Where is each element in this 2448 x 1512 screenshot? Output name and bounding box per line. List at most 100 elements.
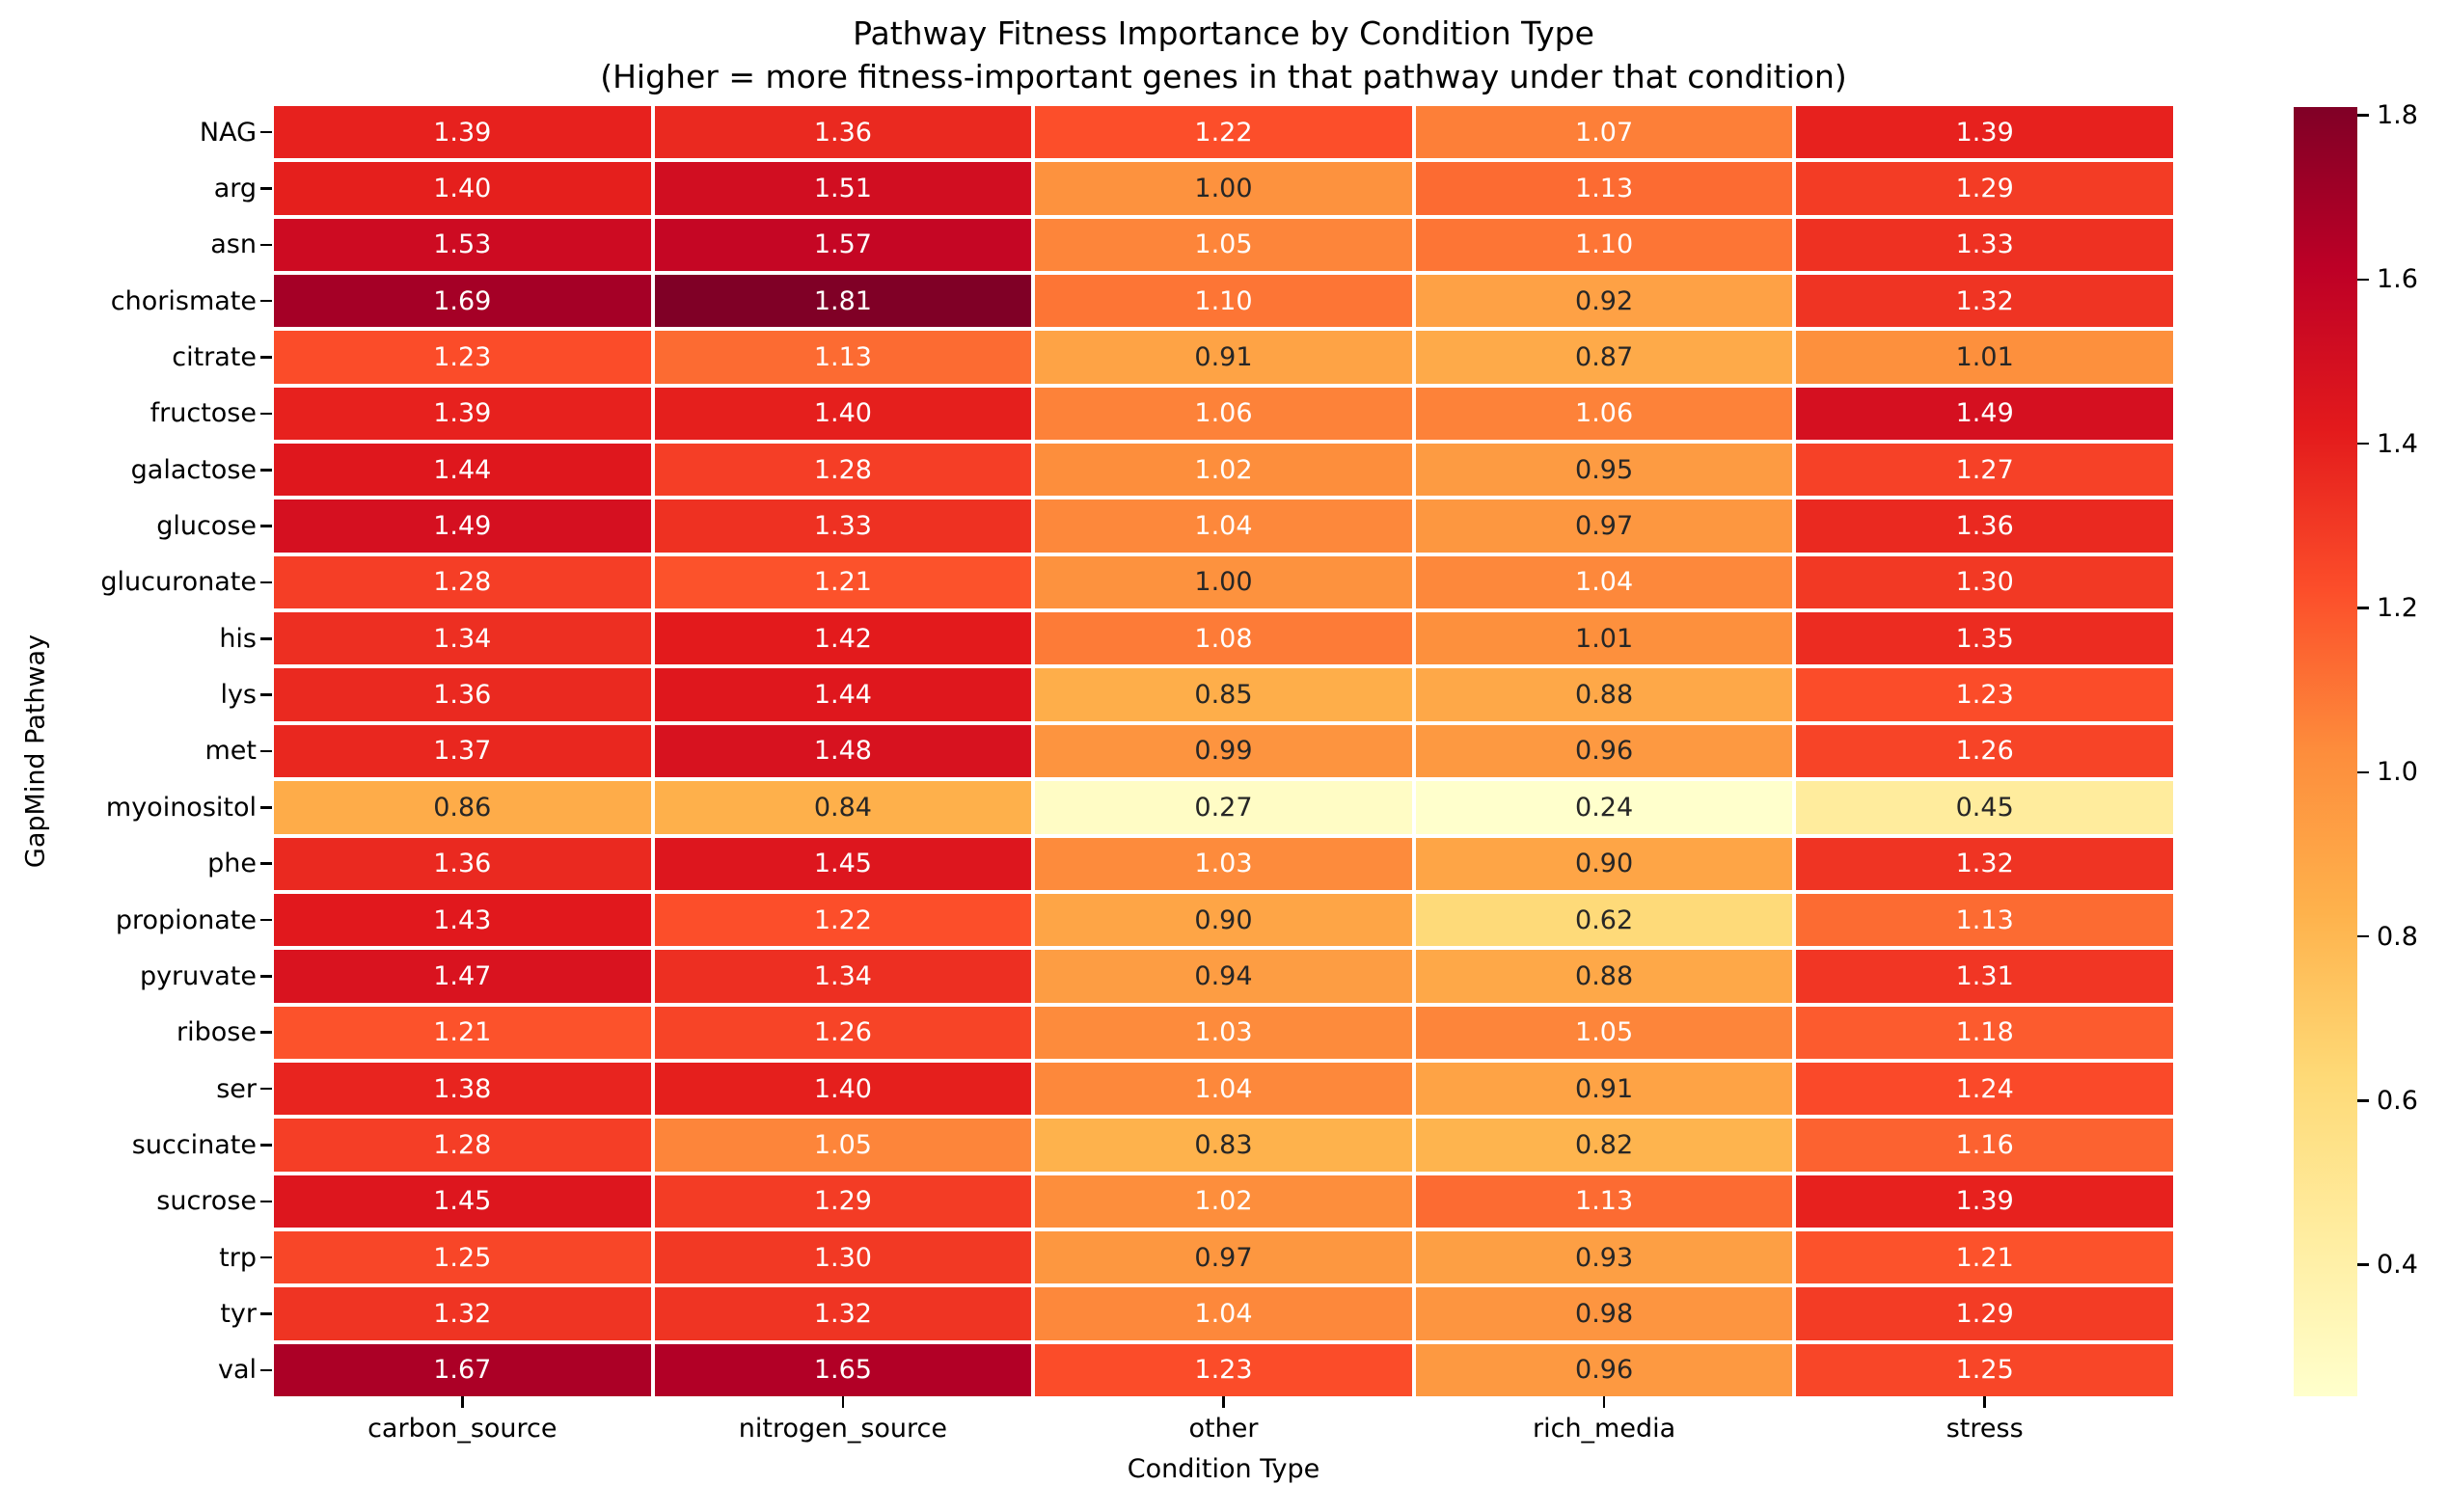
heatmap-cell-value: 1.43 bbox=[433, 904, 492, 935]
heatmap-cell-pyruvate-other: 0.94 bbox=[1035, 950, 1412, 1003]
colorbar-gradient bbox=[2294, 107, 2357, 1396]
heatmap-cell-value: 1.40 bbox=[813, 398, 872, 429]
heatmap-cell-fructose-carbon_source: 1.39 bbox=[274, 387, 651, 441]
y-tick-label-trp: trp bbox=[219, 1242, 257, 1273]
heatmap-cell-glucose-carbon_source: 1.49 bbox=[274, 500, 651, 553]
heatmap-cell-chorismate-carbon_source: 1.69 bbox=[274, 275, 651, 328]
heatmap-cell-value: 1.08 bbox=[1194, 623, 1253, 654]
heatmap-cell-value: 1.32 bbox=[1955, 285, 2014, 316]
y-tick-mark bbox=[260, 299, 272, 303]
heatmap-cell-tyr-nitrogen_source: 1.32 bbox=[654, 1287, 1032, 1340]
heatmap-cell-lys-nitrogen_source: 1.44 bbox=[654, 668, 1032, 721]
colorbar-tick-label: 1.0 bbox=[2377, 757, 2418, 788]
heatmap-cell-value: 1.05 bbox=[813, 1129, 872, 1160]
heatmap-cell-trp-nitrogen_source: 1.30 bbox=[654, 1230, 1032, 1284]
x-axis-title: Condition Type bbox=[1127, 1454, 1320, 1484]
heatmap-cell-glucose-other: 1.04 bbox=[1035, 500, 1412, 553]
heatmap-cell-value: 1.39 bbox=[1955, 1186, 2014, 1217]
y-tick-mark bbox=[260, 243, 272, 247]
heatmap-cell-value: 1.25 bbox=[1955, 1355, 2014, 1386]
y-tick-label-met: met bbox=[204, 736, 258, 767]
heatmap-cell-value: 1.26 bbox=[1955, 736, 2014, 767]
colorbar-tick-label: 1.8 bbox=[2377, 100, 2418, 131]
heatmap-cell-value: 1.05 bbox=[1575, 1017, 1634, 1048]
colorbar-tick-mark bbox=[2357, 607, 2369, 609]
heatmap-cell-his-rich_media: 1.01 bbox=[1415, 612, 1793, 665]
y-tick-label-succinate: succinate bbox=[131, 1129, 257, 1160]
heatmap-cell-value: 1.13 bbox=[1955, 904, 2014, 935]
heatmap-cell-lys-rich_media: 0.88 bbox=[1415, 668, 1793, 721]
heatmap-cell-value: 1.51 bbox=[813, 174, 872, 204]
x-tick-label-rich_media: rich_media bbox=[1533, 1413, 1676, 1444]
heatmap-cell-value: 0.90 bbox=[1575, 849, 1634, 879]
heatmap-cell-value: 1.44 bbox=[433, 454, 492, 485]
heatmap-cell-value: 0.99 bbox=[1194, 736, 1253, 767]
heatmap-cell-value: 1.44 bbox=[813, 680, 872, 711]
heatmap-cell-value: 1.28 bbox=[433, 1129, 492, 1160]
heatmap-cell-value: 0.91 bbox=[1575, 1073, 1634, 1104]
heatmap-cell-lys-stress: 1.23 bbox=[1796, 668, 2173, 721]
y-tick-label-glucose: glucose bbox=[156, 511, 257, 542]
heatmap-cell-value: 1.29 bbox=[1955, 1298, 2014, 1329]
heatmap-cell-value: 1.37 bbox=[433, 736, 492, 767]
heatmap-cell-value: 0.90 bbox=[1194, 904, 1253, 935]
heatmap-cell-value: 1.24 bbox=[1955, 1073, 2014, 1104]
y-tick-label-ribose: ribose bbox=[177, 1017, 257, 1048]
y-tick-label-sucrose: sucrose bbox=[156, 1186, 257, 1217]
heatmap-cell-val-stress: 1.25 bbox=[1796, 1343, 2173, 1396]
y-tick-label-galactose: galactose bbox=[130, 454, 257, 485]
heatmap-cell-succinate-nitrogen_source: 1.05 bbox=[654, 1119, 1032, 1172]
x-tick-mark bbox=[461, 1396, 464, 1408]
heatmap-cell-his-nitrogen_source: 1.42 bbox=[654, 612, 1032, 665]
heatmap-cell-fructose-other: 1.06 bbox=[1035, 387, 1412, 441]
y-tick-mark bbox=[260, 356, 272, 359]
heatmap-cell-value: 1.06 bbox=[1194, 398, 1253, 429]
y-tick-label-his: his bbox=[219, 623, 257, 654]
heatmap-cell-value: 1.02 bbox=[1194, 454, 1253, 485]
heatmap-cell-galactose-nitrogen_source: 1.28 bbox=[654, 444, 1032, 497]
heatmap-cell-tyr-stress: 1.29 bbox=[1796, 1287, 2173, 1340]
heatmap-cell-value: 1.34 bbox=[433, 623, 492, 654]
heatmap-cell-value: 0.45 bbox=[1955, 792, 2014, 823]
heatmap-cell-value: 1.42 bbox=[813, 623, 872, 654]
heatmap-cell-value: 0.93 bbox=[1575, 1242, 1634, 1273]
y-tick-mark bbox=[260, 187, 272, 190]
heatmap-cell-value: 0.95 bbox=[1575, 454, 1634, 485]
heatmap-cell-val-rich_media: 0.96 bbox=[1415, 1343, 1793, 1396]
heatmap-cell-value: 1.30 bbox=[813, 1242, 872, 1273]
heatmap-cell-val-other: 1.23 bbox=[1035, 1343, 1412, 1396]
heatmap-cell-asn-other: 1.05 bbox=[1035, 218, 1412, 272]
heatmap-cell-his-stress: 1.35 bbox=[1796, 612, 2173, 665]
heatmap-cell-value: 1.25 bbox=[433, 1242, 492, 1273]
x-tick-mark bbox=[841, 1396, 845, 1408]
y-tick-mark bbox=[260, 412, 272, 416]
heatmap-cell-value: 1.23 bbox=[1955, 680, 2014, 711]
heatmap-cell-value: 1.39 bbox=[433, 398, 492, 429]
heatmap-cell-ribose-stress: 1.18 bbox=[1796, 1006, 2173, 1059]
y-tick-mark bbox=[260, 918, 272, 922]
heatmap-cell-value: 1.36 bbox=[1955, 511, 2014, 542]
heatmap-cell-lys-other: 0.85 bbox=[1035, 668, 1412, 721]
heatmap-cell-value: 1.23 bbox=[1194, 1355, 1253, 1386]
y-tick-mark bbox=[260, 637, 272, 640]
heatmap-cell-phe-carbon_source: 1.36 bbox=[274, 837, 651, 890]
y-tick-label-citrate: citrate bbox=[172, 342, 257, 373]
heatmap-cell-chorismate-rich_media: 0.92 bbox=[1415, 275, 1793, 328]
y-tick-label-myoinositol: myoinositol bbox=[105, 792, 257, 823]
chart-subtitle: (Higher = more fitness-important genes i… bbox=[600, 58, 1847, 95]
heatmap-cell-glucuronate-other: 1.00 bbox=[1035, 555, 1412, 609]
heatmap-cell-value: 0.62 bbox=[1575, 904, 1634, 935]
colorbar-tick-mark bbox=[2357, 278, 2369, 282]
heatmap-cell-ribose-nitrogen_source: 1.26 bbox=[654, 1006, 1032, 1059]
y-tick-mark bbox=[260, 1368, 272, 1372]
heatmap-cell-his-other: 1.08 bbox=[1035, 612, 1412, 665]
heatmap-cell-value: 1.48 bbox=[813, 736, 872, 767]
heatmap-cell-value: 1.29 bbox=[813, 1186, 872, 1217]
heatmap-cell-value: 1.28 bbox=[813, 454, 872, 485]
x-tick-label-nitrogen_source: nitrogen_source bbox=[738, 1413, 948, 1444]
heatmap-cell-glucuronate-nitrogen_source: 1.21 bbox=[654, 555, 1032, 609]
colorbar-tick-label: 1.6 bbox=[2377, 264, 2418, 295]
heatmap-cell-glucuronate-stress: 1.30 bbox=[1796, 555, 2173, 609]
heatmap-cell-ser-rich_media: 0.91 bbox=[1415, 1062, 1793, 1116]
heatmap-cell-phe-nitrogen_source: 1.45 bbox=[654, 837, 1032, 890]
